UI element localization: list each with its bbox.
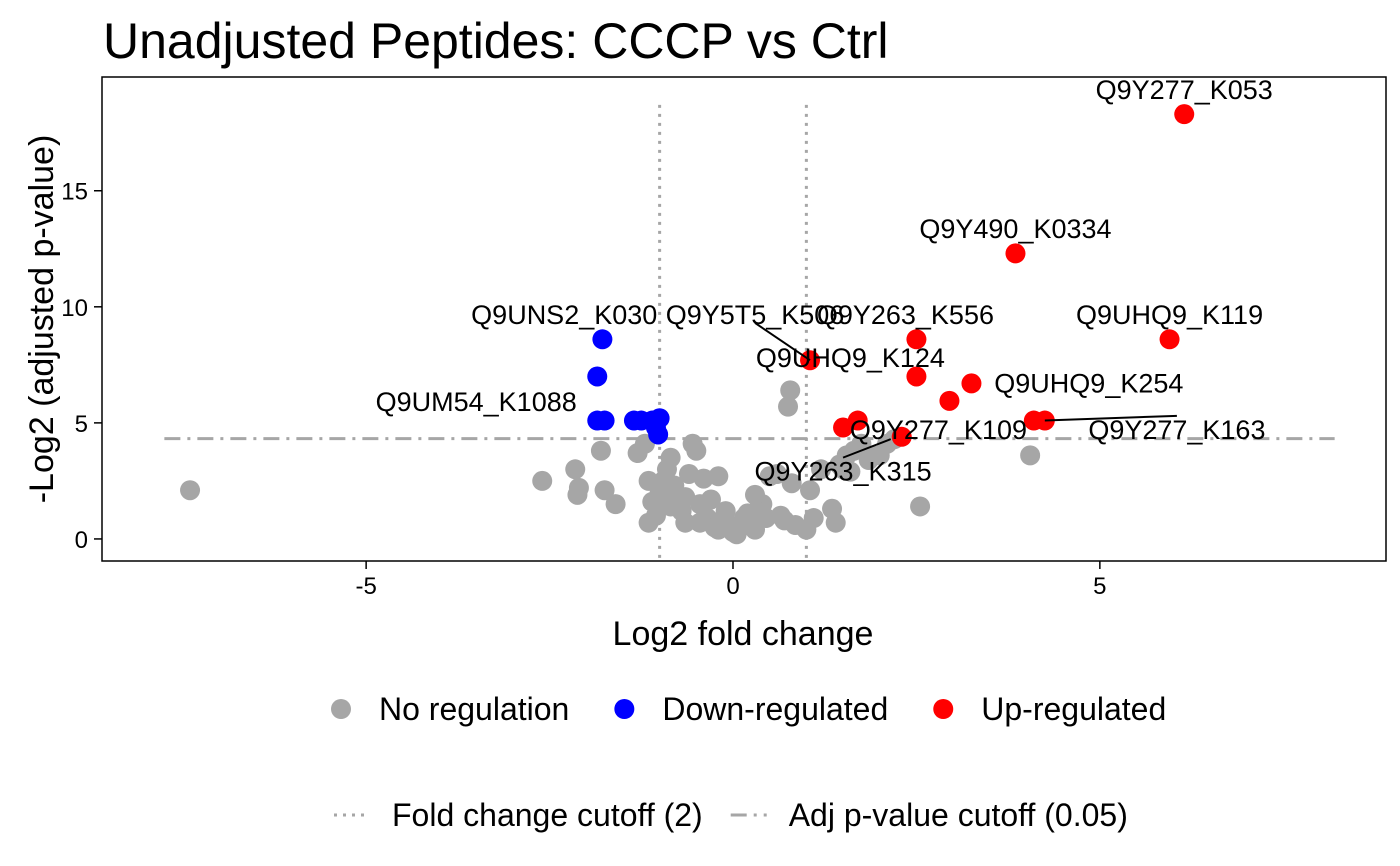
point-up-regulated	[906, 366, 927, 387]
point-label: Q9Y277_K053	[1096, 75, 1273, 105]
plot-border	[101, 76, 1387, 562]
point-up-regulated	[1174, 104, 1195, 125]
point-no-regulation	[686, 440, 707, 461]
point-label: Q9UHQ9_K254	[994, 368, 1183, 398]
point-down-regulated	[649, 408, 670, 429]
point-label: Q9UHQ9_K124	[756, 343, 945, 373]
legend-label: Fold change cutoff (2)	[392, 797, 703, 833]
point-no-regulation	[675, 512, 696, 533]
chart-title: Unadjusted Peptides: CCCP vs Ctrl	[103, 13, 889, 69]
y-axis-label: -Log2 (adjusted p-value)	[23, 135, 61, 504]
label-leader-line	[754, 322, 811, 362]
legend-label: No regulation	[379, 691, 569, 727]
point-no-regulation	[745, 484, 766, 505]
point-no-regulation	[811, 459, 832, 480]
legend-key-point	[614, 699, 635, 719]
point-no-regulation	[594, 480, 615, 501]
point-no-regulation	[180, 480, 201, 501]
y-tick-label: 0	[75, 527, 88, 554]
point-down-regulated	[587, 366, 608, 387]
point-label: Q9UHQ9_K119	[1076, 300, 1263, 330]
point-no-regulation	[767, 463, 788, 484]
point-no-regulation	[660, 496, 681, 517]
point-no-regulation	[689, 512, 710, 533]
x-axis-label: Log2 fold change	[613, 615, 874, 653]
legend: No regulation Down-regulated Up-regulated F…	[331, 691, 1166, 833]
point-no-regulation	[825, 512, 846, 533]
point-up-regulated	[939, 390, 960, 411]
point-no-regulation	[708, 466, 729, 487]
plot-area: -5 0 5 0 5 10 15 Q9Y277_K053 Q9Y490_K0334 Q9UHQ9_…	[61, 75, 1387, 600]
point-up-regulated	[891, 426, 912, 447]
point-label: Q9Y277_K163	[1088, 415, 1265, 445]
x-tick-label: 5	[1093, 573, 1106, 600]
point-no-regulation	[700, 489, 721, 510]
point-no-regulation	[693, 468, 714, 489]
point-no-regulation	[660, 447, 681, 468]
point-down-regulated	[594, 410, 615, 431]
point-label: Q9UNS2_K030	[471, 300, 657, 330]
point-down-regulated	[648, 424, 669, 445]
point-no-regulation	[800, 480, 821, 501]
point-no-regulation	[781, 473, 802, 494]
point-up-regulated	[1159, 329, 1180, 350]
point-no-regulation	[532, 470, 553, 491]
point-no-regulation	[778, 396, 799, 417]
point-no-regulation	[1020, 445, 1041, 466]
point-up-regulated	[833, 417, 854, 438]
point-label: Q9UM54_K1088	[376, 387, 577, 417]
label-leader-line	[842, 438, 892, 459]
point-no-regulation	[780, 380, 801, 401]
legend-label: Up-regulated	[981, 691, 1166, 727]
x-tick-label: -5	[355, 573, 376, 600]
point-up-regulated	[906, 329, 927, 350]
legend-key-point	[933, 699, 954, 719]
point-label: Q9Y277_K109	[850, 415, 1027, 445]
point-no-regulation	[910, 496, 931, 517]
y-tick-label: 15	[61, 179, 88, 206]
point-no-regulation	[638, 512, 659, 533]
point-up-regulated	[1005, 243, 1026, 264]
legend-label: Adj p-value cutoff (0.05)	[789, 797, 1128, 833]
point-label: Q9Y5T5_K506	[666, 300, 845, 330]
point-down-regulated	[592, 329, 613, 350]
legend-label: Down-regulated	[662, 691, 888, 727]
point-no-regulation	[803, 508, 824, 529]
point-up-regulated	[961, 373, 982, 394]
x-tick-label: 0	[726, 573, 739, 600]
point-no-regulation	[756, 508, 777, 529]
y-tick-label: 10	[61, 295, 88, 322]
legend-key-point	[331, 699, 351, 719]
point-no-regulation	[590, 440, 611, 461]
point-no-regulation	[605, 494, 626, 515]
point-label: Q9Y263_K315	[754, 457, 931, 487]
label-leader-line	[1044, 414, 1177, 422]
y-tick-label: 5	[75, 411, 88, 438]
point-label: Q9Y263_K556	[817, 300, 994, 330]
point-no-regulation	[675, 487, 696, 508]
point-no-regulation	[840, 461, 861, 482]
point-no-regulation	[565, 459, 586, 480]
point-no-regulation	[567, 484, 588, 505]
point-label: Q9Y490_K0334	[919, 214, 1111, 244]
